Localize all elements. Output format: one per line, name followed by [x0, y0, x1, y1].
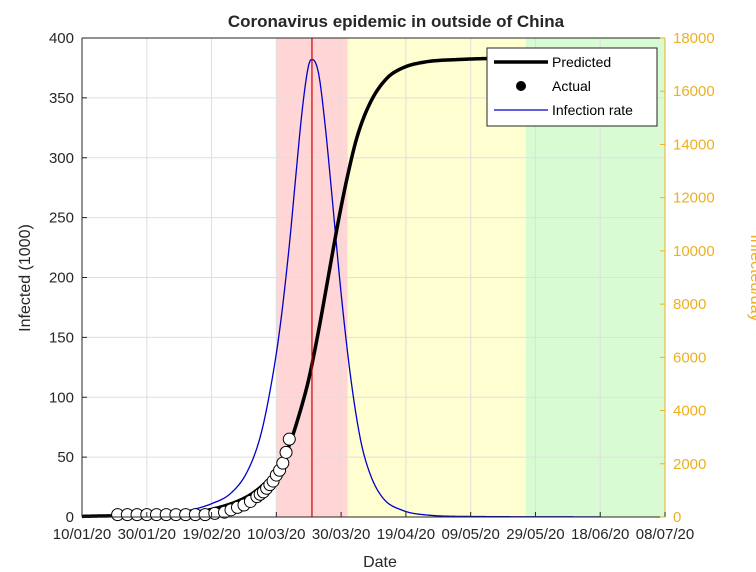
y-tick-label: 150	[49, 329, 74, 346]
x-axis-label: Date	[363, 554, 397, 571]
x-tick-label: 19/04/20	[377, 526, 435, 543]
y-tick-label: 300	[49, 150, 74, 167]
y-tick-label: 100	[49, 389, 74, 406]
actual-point	[279, 445, 293, 459]
actual-point	[282, 432, 296, 446]
x-tick-label: 09/05/20	[441, 526, 499, 543]
y2-tick-label: 0	[673, 509, 681, 526]
legend-label-actual: Actual	[552, 78, 591, 94]
y-tick-label: 0	[66, 509, 74, 526]
y-tick-label: 250	[49, 210, 74, 227]
y2-tick-label: 14000	[673, 136, 715, 153]
legend: Predicted Actual Infection rate	[486, 47, 658, 127]
y2-axis-label: Infected/day	[747, 234, 756, 321]
y-axis-label: Infected (1000)	[17, 224, 34, 332]
y2-tick-label: 8000	[673, 296, 706, 313]
y-tick-label: 350	[49, 90, 74, 107]
x-tick-label: 10/01/20	[53, 526, 111, 543]
y2-tick-label: 18000	[673, 30, 715, 47]
y2-tick-label: 12000	[673, 190, 715, 207]
x-tick-label: 10/03/20	[247, 526, 305, 543]
legend-box	[486, 47, 658, 127]
legend-swatch-actual	[516, 81, 526, 91]
x-tick-label: 19/02/20	[182, 526, 240, 543]
x-tick-label: 29/05/20	[506, 526, 564, 543]
legend-label-predicted: Predicted	[552, 54, 611, 70]
y2-tick-label: 10000	[673, 243, 715, 260]
series-layer	[81, 38, 601, 522]
chart-title: Coronavirus epidemic in outside of China	[228, 12, 565, 31]
actual-point	[276, 456, 290, 470]
legend-label-infection-rate: Infection rate	[552, 102, 633, 118]
y2-tick-label: 6000	[673, 349, 706, 366]
y2-tick-label: 4000	[673, 403, 706, 420]
y-tick-label: 400	[49, 30, 74, 47]
y-tick-label: 200	[49, 270, 74, 287]
y-tick-label: 50	[57, 449, 74, 466]
tick-labels: 10/01/20 30/01/20 19/02/20 10/03/20 30/03/20…	[49, 30, 715, 543]
x-tick-label: 30/01/20	[118, 526, 176, 543]
y2-tick-label: 2000	[673, 456, 706, 473]
x-tick-label: 18/06/20	[571, 526, 629, 543]
y2-tick-label: 16000	[673, 83, 715, 100]
x-tick-label: 30/03/20	[312, 526, 370, 543]
x-tick-label: 08/07/20	[636, 526, 694, 543]
